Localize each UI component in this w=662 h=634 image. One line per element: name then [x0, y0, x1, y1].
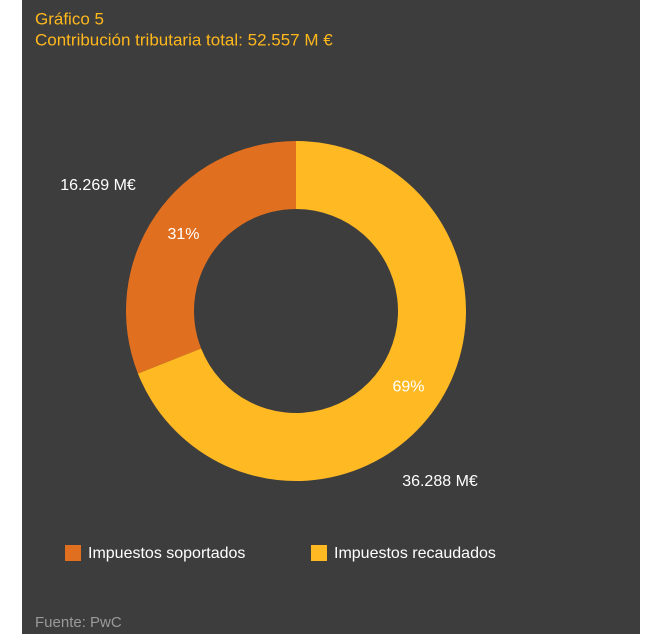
donut-slice [126, 141, 297, 374]
chart-title: Gráfico 5 [35, 9, 104, 28]
legend-label: Impuestos soportados [88, 545, 245, 562]
percent-label: 31% [168, 226, 200, 243]
legend-swatch [311, 545, 327, 561]
panel [22, 0, 640, 634]
donut-slice [137, 141, 467, 481]
amount-label: 36.288 M€ [402, 473, 478, 490]
legend-label: Impuestos recaudados [334, 545, 496, 562]
amount-label: 16.269 M€ [60, 177, 136, 194]
legend-swatch [65, 545, 81, 561]
source: Fuente: PwC [35, 614, 122, 631]
percent-label: 69% [392, 379, 424, 396]
chart-subtitle: Contribución tributaria total: 52.557 M … [35, 30, 333, 49]
